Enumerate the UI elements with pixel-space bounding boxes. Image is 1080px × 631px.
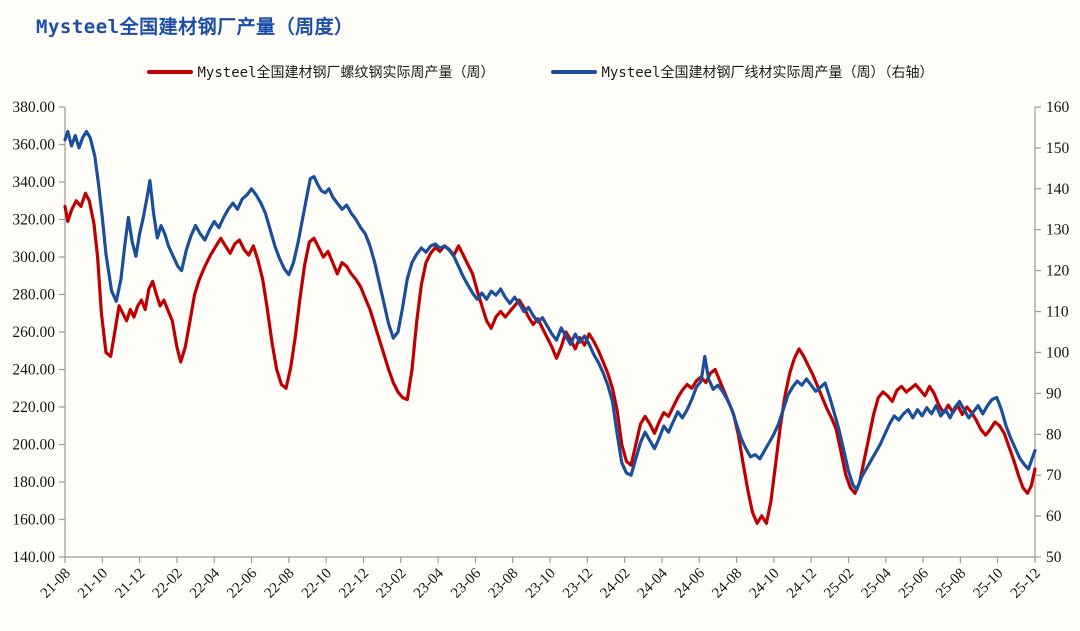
x-axis-tick-label: 24-10 bbox=[747, 566, 783, 602]
right-axis-tick-label: 80 bbox=[1046, 426, 1062, 443]
legend-line-swatch-blue bbox=[550, 70, 597, 74]
left-axis-tick-label: 200.00 bbox=[12, 437, 55, 454]
x-axis-tick-label: 23-10 bbox=[523, 566, 559, 602]
right-axis-tick-label: 100 bbox=[1046, 344, 1070, 361]
x-axis-tick-label: 25-12 bbox=[1008, 566, 1044, 602]
x-axis-tick-label: 23-06 bbox=[448, 565, 484, 601]
x-axis-tick-label: 24-04 bbox=[635, 565, 671, 601]
left-axis-tick-label: 340.00 bbox=[12, 174, 55, 191]
x-axis-tick-label: 24-08 bbox=[709, 566, 745, 602]
left-axis-tick-label: 320.00 bbox=[12, 212, 55, 229]
right-axis-tick-label: 130 bbox=[1046, 222, 1070, 239]
right-axis-tick-label: 160 bbox=[1046, 99, 1070, 116]
x-axis-tick-label: 25-08 bbox=[933, 566, 969, 602]
right-axis-tick-label: 60 bbox=[1046, 508, 1062, 525]
right-axis-labels: 160 150 140 130 120 110 100 90 80 70 60 50 bbox=[1046, 99, 1070, 566]
x-axis-tick-label: 22-02 bbox=[150, 566, 186, 602]
right-axis-tick-label: 90 bbox=[1046, 385, 1062, 402]
x-axis-tick-label: 23-02 bbox=[374, 566, 410, 602]
left-axis-tick-label: 360.00 bbox=[12, 137, 55, 154]
chart-axes bbox=[59, 106, 1041, 563]
x-axis-tick-label: 22-04 bbox=[187, 565, 223, 601]
x-axis-tick-label: 24-12 bbox=[784, 566, 820, 602]
x-axis-tick-label: 25-06 bbox=[896, 565, 932, 601]
x-axis-tick-label: 22-10 bbox=[299, 566, 335, 602]
x-axis-tick-label: 22-06 bbox=[224, 565, 260, 601]
x-axis-tick-label: 23-04 bbox=[411, 565, 447, 601]
left-axis-tick-label: 220.00 bbox=[12, 399, 55, 416]
x-axis-tick-label: 21-08 bbox=[38, 566, 74, 602]
x-axis-tick-label: 25-04 bbox=[859, 565, 895, 601]
x-axis-labels: 21-08 21-10 21-12 22-02 22-04 22-06 22-08 22-10… bbox=[38, 565, 1044, 601]
right-axis-tick-label: 110 bbox=[1046, 304, 1069, 321]
x-axis-tick-label: 23-12 bbox=[560, 566, 596, 602]
x-axis-tick-label: 24-06 bbox=[672, 565, 708, 601]
series-lines bbox=[63, 129, 1037, 525]
right-axis-tick-label: 70 bbox=[1046, 467, 1062, 484]
left-axis-tick-label: 240.00 bbox=[12, 362, 55, 379]
x-axis-tick-label: 23-08 bbox=[485, 566, 521, 602]
x-axis-tick-label: 21-10 bbox=[75, 566, 111, 602]
x-axis-tick-label: 25-02 bbox=[821, 566, 857, 602]
x-axis-tick-label: 21-12 bbox=[112, 566, 148, 602]
series-line-rebar bbox=[63, 191, 1037, 525]
left-axis-tick-label: 160.00 bbox=[12, 512, 55, 529]
left-axis-tick-label: 380.00 bbox=[12, 99, 55, 116]
left-axis-tick-label: 260.00 bbox=[12, 324, 55, 341]
right-axis-tick-label: 120 bbox=[1046, 263, 1070, 280]
x-axis-tick-label: 24-02 bbox=[597, 566, 633, 602]
legend-line-swatch-red bbox=[146, 70, 193, 74]
x-axis-tick-label: 25-10 bbox=[970, 566, 1006, 602]
left-axis-labels: 380.00 360.00 340.00 320.00 300.00 280.00 260.… bbox=[12, 99, 55, 566]
legend-item-wirerod: Mysteel全国建材钢厂线材实际周产量（周）（右轴） bbox=[550, 62, 934, 82]
right-axis-tick-label: 150 bbox=[1046, 140, 1070, 157]
right-axis-tick-label: 50 bbox=[1046, 549, 1062, 566]
legend-item-rebar: Mysteel全国建材钢厂螺纹钢实际周产量（周） bbox=[146, 62, 495, 82]
legend-label-rebar: Mysteel全国建材钢厂螺纹钢实际周产量（周） bbox=[197, 65, 495, 81]
right-axis-tick-label: 140 bbox=[1046, 181, 1070, 198]
left-axis-tick-label: 180.00 bbox=[12, 474, 55, 491]
series-line-wirerod bbox=[63, 129, 1037, 492]
left-axis-tick-label: 280.00 bbox=[12, 287, 55, 304]
chart-legend: Mysteel全国建材钢厂螺纹钢实际周产量（周） Mysteel全国建材钢厂线材… bbox=[0, 62, 1080, 82]
legend-label-wirerod: Mysteel全国建材钢厂线材实际周产量（周）（右轴） bbox=[601, 65, 934, 81]
x-axis-tick-label: 22-08 bbox=[262, 566, 298, 602]
chart-title: Mysteel全国建材钢厂产量（周度） bbox=[36, 16, 354, 38]
x-axis-tick-label: 22-12 bbox=[336, 566, 372, 602]
left-axis-tick-label: 140.00 bbox=[12, 549, 55, 566]
left-axis-tick-label: 300.00 bbox=[12, 249, 55, 266]
